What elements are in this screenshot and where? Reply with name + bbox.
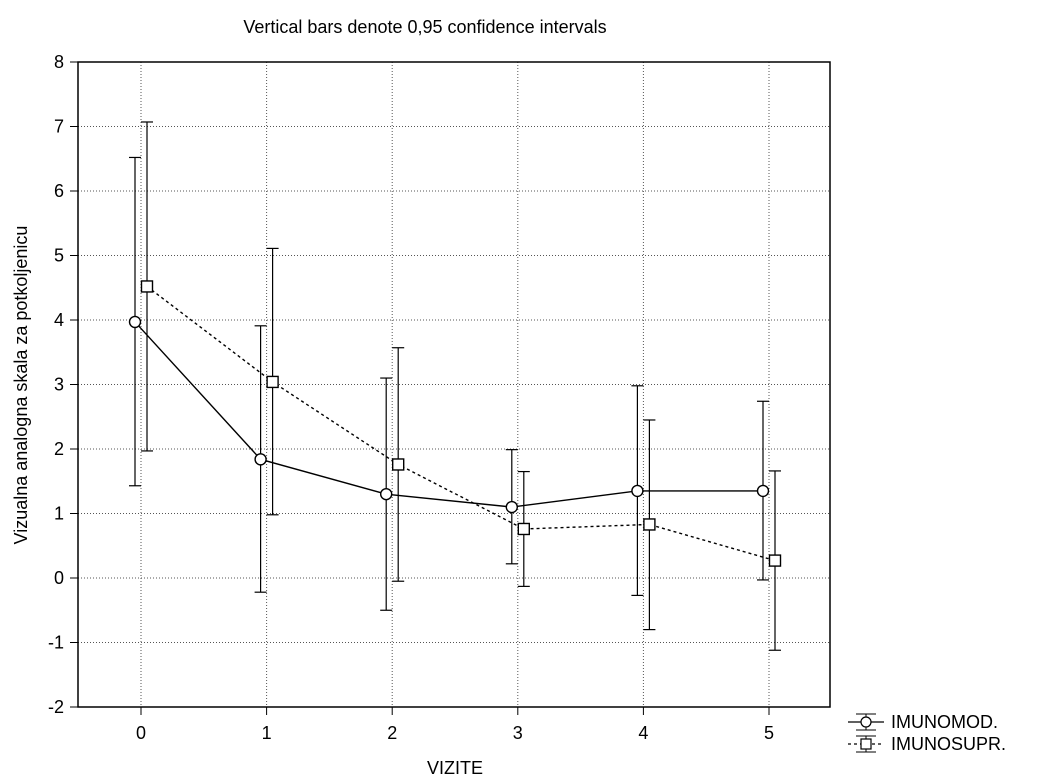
data-point <box>266 375 279 389</box>
y-tick-label: 5 <box>54 246 64 266</box>
y-axis-ticks: -2 -1 0 1 2 3 4 5 6 7 8 <box>48 52 78 717</box>
data-point <box>128 315 142 329</box>
legend-label: IMUNOMOD. <box>891 712 998 732</box>
legend-item: IMUNOMOD. <box>848 712 998 732</box>
y-tick-label: 6 <box>54 181 64 201</box>
y-tick-label: 4 <box>54 310 64 330</box>
x-tick-label: 3 <box>513 723 523 743</box>
chart-title: Vertical bars denote 0,95 confidence int… <box>243 17 606 37</box>
x-axis-ticks: 0 1 2 3 4 5 <box>136 707 774 743</box>
x-tick-label: 2 <box>387 723 397 743</box>
legend: IMUNOMOD.IMUNOSUPR. <box>848 712 1006 754</box>
series-imunomod <box>128 156 770 611</box>
data-point <box>643 518 656 531</box>
series-layer <box>128 121 782 651</box>
legend-marker <box>860 716 872 728</box>
x-tick-label: 1 <box>262 723 272 743</box>
data-point <box>768 554 782 567</box>
x-axis-title: VIZITE <box>427 758 483 778</box>
y-tick-label: 7 <box>54 117 64 137</box>
legend-item: IMUNOSUPR. <box>848 734 1006 754</box>
data-point <box>505 500 518 514</box>
y-tick-label: 8 <box>54 52 64 72</box>
series-line <box>146 285 776 562</box>
x-tick-label: 5 <box>764 723 774 743</box>
series-imunosupr <box>140 121 782 651</box>
data-point <box>254 453 267 466</box>
x-tick-label: 0 <box>136 723 146 743</box>
data-point <box>380 487 393 501</box>
data-point <box>631 484 644 498</box>
y-tick-label: 3 <box>54 375 64 395</box>
legend-marker <box>860 738 872 750</box>
data-point <box>517 522 530 536</box>
y-tick-label: 1 <box>54 504 64 524</box>
data-point <box>140 280 154 293</box>
y-tick-label: -1 <box>48 633 64 653</box>
y-tick-label: 2 <box>54 439 64 459</box>
x-tick-label: 4 <box>638 723 648 743</box>
legend-label: IMUNOSUPR. <box>891 734 1006 754</box>
y-tick-label: -2 <box>48 697 64 717</box>
y-axis-title: Vizualna analogna skala za potkoljenicu <box>11 226 31 545</box>
grid-lines <box>78 62 830 707</box>
series-line <box>134 321 763 508</box>
y-tick-label: 0 <box>54 568 64 588</box>
data-point <box>756 484 770 498</box>
data-point <box>392 458 405 471</box>
